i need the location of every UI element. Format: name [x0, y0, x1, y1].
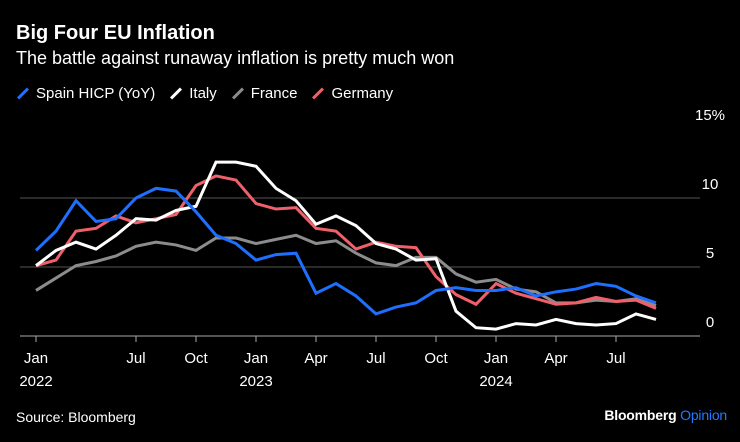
series-line-italy — [35, 160, 657, 331]
chart-subtitle: The battle against runaway inflation is … — [16, 48, 455, 68]
legend-item: Germany — [311, 85, 393, 102]
x-tick-label: Jul — [126, 350, 145, 367]
legend-item: Italy — [169, 85, 217, 102]
x-tick-label: Apr — [304, 350, 327, 367]
x-tick-year: 2023 — [239, 373, 272, 390]
x-tick-year: 2024 — [479, 373, 512, 390]
source-note: Source: Bloomberg — [16, 409, 136, 425]
y-tick-label: 0 — [706, 314, 714, 331]
x-tick-label: Jan — [484, 350, 508, 367]
legend-label: Italy — [189, 85, 217, 102]
series-line-germany — [35, 174, 657, 310]
x-tick-label: Jul — [606, 350, 625, 367]
x-tick-label: Jul — [366, 350, 385, 367]
brand-name: Bloomberg — [604, 407, 677, 423]
series-line-france — [35, 233, 657, 308]
x-tick-label: Apr — [544, 350, 567, 367]
legend-label: Spain HICP (YoY) — [36, 85, 156, 102]
legend: Spain HICP (YoY) Italy France Germany — [16, 85, 393, 102]
legend-item: Spain HICP (YoY) — [16, 85, 155, 102]
legend-label: Germany — [331, 85, 394, 102]
legend-item: France — [231, 85, 298, 102]
legend-label: France — [250, 85, 298, 102]
x-tick-year: 2022 — [19, 373, 52, 390]
chart-title: Big Four EU Inflation — [16, 22, 215, 44]
x-tick-label: Oct — [424, 350, 448, 367]
y-tick-label: 15% — [695, 107, 725, 124]
x-tick-label: Jan — [244, 350, 268, 367]
y-tick-label: 5 — [706, 245, 714, 262]
x-tick-label: Oct — [184, 350, 208, 367]
brand-logo: Bloomberg Opinion — [604, 407, 727, 423]
brand-suffix: Opinion — [680, 407, 727, 423]
x-tick-label: Jan — [24, 350, 48, 367]
series-line-spain — [34, 186, 657, 316]
y-tick-label: 10 — [702, 176, 719, 193]
